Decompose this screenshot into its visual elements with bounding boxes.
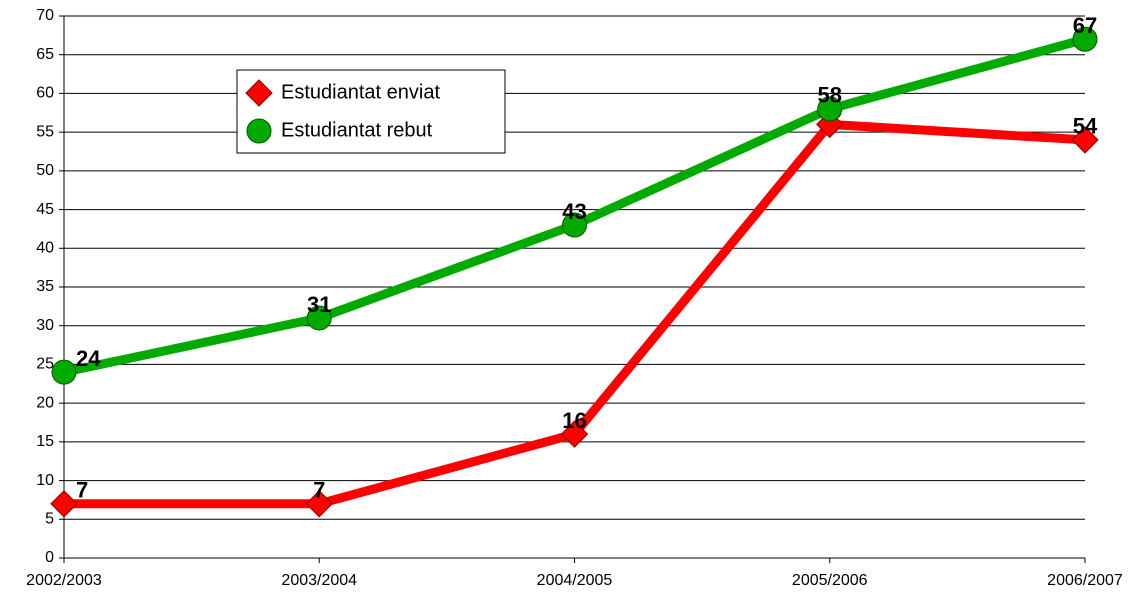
data-label: 31 (307, 292, 331, 317)
data-label: 54 (1073, 114, 1098, 139)
x-tick-label: 2006/2007 (1047, 572, 1123, 589)
y-tick-label: 0 (45, 549, 54, 566)
data-label: 58 (818, 83, 842, 108)
y-tick-label: 35 (36, 278, 54, 295)
y-tick-label: 50 (36, 162, 54, 179)
marker (817, 96, 843, 122)
y-tick-label: 40 (36, 240, 54, 257)
y-tick-label: 5 (45, 511, 54, 528)
y-tick-label: 30 (36, 317, 54, 334)
y-tick-label: 15 (36, 433, 54, 450)
y-tick-label: 70 (36, 7, 54, 24)
y-tick-label: 65 (36, 46, 54, 63)
data-label: 7 (76, 478, 88, 503)
legend-label: Estudiantat rebut (281, 119, 433, 141)
marker (246, 118, 272, 144)
marker (562, 212, 587, 238)
y-tick-label: 20 (36, 394, 54, 411)
data-label: 24 (76, 346, 101, 371)
data-label: 16 (562, 408, 586, 433)
data-label: 67 (1073, 13, 1097, 38)
marker (51, 359, 77, 385)
x-tick-label: 2002/2003 (26, 572, 102, 589)
y-tick-label: 10 (36, 472, 54, 489)
x-tick-label: 2005/2006 (792, 572, 868, 589)
y-tick-label: 55 (36, 123, 54, 140)
marker (1072, 26, 1098, 52)
y-tick-label: 60 (36, 85, 54, 102)
y-tick-label: 25 (36, 356, 54, 373)
marker (245, 79, 273, 107)
x-tick-label: 2004/2005 (537, 572, 613, 589)
marker (50, 490, 78, 518)
legend-box (236, 69, 506, 154)
legend-label: Estudiantat enviat (281, 81, 440, 103)
x-tick-label: 2003/2004 (281, 572, 357, 589)
marker (560, 420, 589, 448)
y-tick-label: 45 (36, 201, 54, 218)
data-label: 7 (313, 478, 325, 503)
marker (1071, 126, 1099, 154)
marker (306, 305, 332, 331)
data-label: 43 (562, 199, 586, 224)
marker (305, 490, 333, 518)
